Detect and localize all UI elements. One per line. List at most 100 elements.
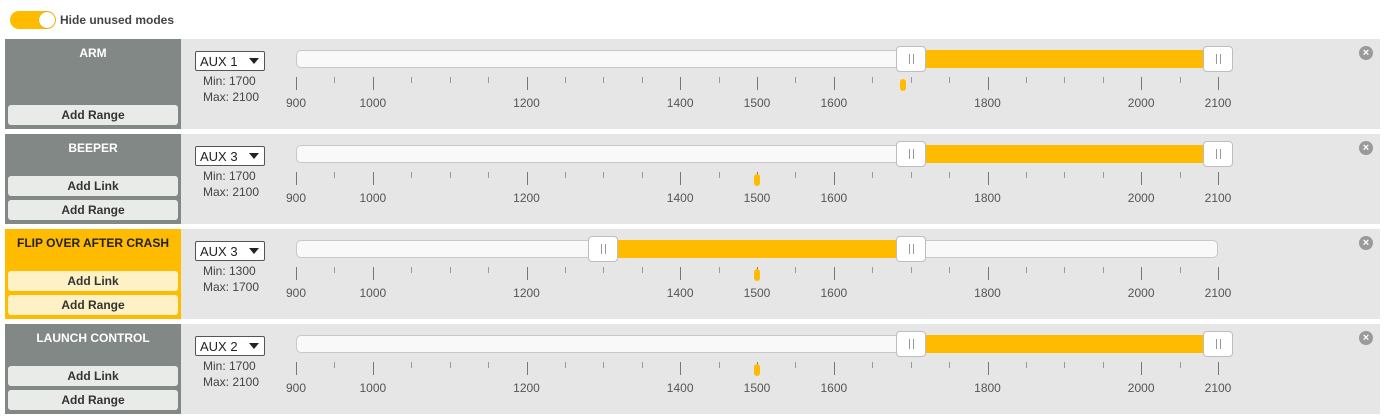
scale-minor-tick <box>603 362 605 368</box>
chevron-down-icon <box>249 343 259 349</box>
close-icon[interactable]: × <box>1359 331 1373 345</box>
aux-channel-select[interactable]: AUX 1 <box>195 51 265 71</box>
add-link-button[interactable]: Add Link <box>8 271 178 291</box>
scale-label: 1600 <box>820 191 848 205</box>
add-range-button[interactable]: Add Range <box>8 295 178 315</box>
scale-minor-tick <box>641 172 643 178</box>
mode-row: LAUNCH CONTROL Add Link Add Range AUX 2 Min:… <box>5 324 1380 414</box>
scale-minor-tick <box>1179 172 1181 178</box>
scale-minor-tick <box>910 362 912 368</box>
scale-major-tick <box>833 362 835 375</box>
scale-major-tick <box>296 77 297 90</box>
scale-major-tick <box>757 77 758 90</box>
channel-position-marker <box>754 364 760 376</box>
scale-major-tick <box>987 77 989 90</box>
scale-label: 2000 <box>1127 96 1155 110</box>
scale-minor-tick <box>872 77 874 83</box>
scale-label: 2100 <box>1204 191 1232 205</box>
scale-minor-tick <box>718 362 720 368</box>
scale-minor-tick <box>334 172 336 178</box>
scale-minor-tick <box>1102 267 1104 273</box>
scale-minor-tick <box>1025 77 1027 83</box>
range-min-handle[interactable] <box>588 236 619 262</box>
scale-major-tick <box>296 267 297 280</box>
mode-box: FLIP OVER AFTER CRASH Add Link Add Range <box>5 229 181 319</box>
scale-minor-tick <box>1064 362 1066 368</box>
close-icon[interactable]: × <box>1359 46 1373 60</box>
aux-channel-select[interactable]: AUX 2 <box>195 336 265 356</box>
range-min-handle[interactable] <box>895 46 926 72</box>
scale-minor-tick <box>1102 77 1104 83</box>
scale-major-tick <box>1218 77 1219 90</box>
add-link-button[interactable]: Add Link <box>8 366 178 386</box>
scale-minor-tick <box>564 267 566 273</box>
scale-major-tick <box>526 362 528 375</box>
scale-label: 2000 <box>1127 286 1155 300</box>
close-icon[interactable]: × <box>1359 236 1373 250</box>
range-max-handle[interactable] <box>1203 46 1233 72</box>
scale-label: 1600 <box>820 286 848 300</box>
hide-unused-modes-toggle[interactable] <box>10 11 56 29</box>
range-min-handle[interactable] <box>895 331 926 357</box>
range-max-label: Max: 1700 <box>203 280 260 294</box>
scale-minor-tick <box>411 172 413 178</box>
scale-label: 1200 <box>513 286 540 300</box>
scale-label: 1400 <box>666 191 694 205</box>
scale-minor-tick <box>564 362 566 368</box>
add-range-button[interactable]: Add Range <box>8 200 178 220</box>
range-min-max: Min: 1300 Max: 1700 <box>203 263 259 295</box>
scale-label: 2000 <box>1127 381 1155 395</box>
aux-channel-select[interactable]: AUX 3 <box>195 146 265 166</box>
range-min-handle[interactable] <box>895 141 926 167</box>
scale-minor-tick <box>641 267 643 273</box>
scale-major-tick <box>372 267 374 280</box>
scale-label: 900 <box>285 381 307 395</box>
scale-minor-tick <box>910 77 912 83</box>
channel-position-marker <box>754 269 760 281</box>
scale-label: 1000 <box>359 286 387 300</box>
toggle-knob <box>39 12 55 28</box>
scale-major-tick <box>1141 362 1143 375</box>
add-link-button[interactable]: Add Link <box>8 176 178 196</box>
scale-label: 2100 <box>1204 286 1232 300</box>
range-editor: AUX 1 Min: 1700 Max: 2100 900 1000 1200 1400 15… <box>195 39 1355 129</box>
scale-major-tick <box>680 362 682 375</box>
range-slider-fill <box>603 240 911 258</box>
mode-row: FLIP OVER AFTER CRASH Add Link Add Range AU… <box>5 229 1380 319</box>
range-max-label: Max: 2100 <box>203 375 260 389</box>
scale-minor-tick <box>1025 362 1027 368</box>
scale-label: 1800 <box>974 191 1001 205</box>
scale-major-tick <box>680 172 682 185</box>
scale-minor-tick <box>603 77 605 83</box>
scale-label: 1000 <box>359 381 387 395</box>
mode-name: LAUNCH CONTROL <box>36 331 150 345</box>
range-slider-fill <box>910 145 1218 163</box>
scale-label: 1800 <box>974 381 1001 395</box>
channel-position-marker <box>899 79 906 91</box>
scale-minor-tick <box>564 77 566 83</box>
scale-minor-tick <box>1064 172 1066 178</box>
hide-unused-modes-label: Hide unused modes <box>60 13 175 27</box>
scale-minor-tick <box>718 172 720 178</box>
range-editor: AUX 2 Min: 1700 Max: 2100 900 1000 1200 1400 15… <box>195 324 1355 414</box>
range-max-handle[interactable] <box>1203 331 1233 357</box>
scale-label: 2100 <box>1204 381 1232 395</box>
scale-minor-tick <box>449 77 451 83</box>
close-icon[interactable]: × <box>1359 141 1373 155</box>
range-slider-fill <box>910 50 1218 68</box>
range-min-max: Min: 1700 Max: 2100 <box>203 168 259 200</box>
add-range-button[interactable]: Add Range <box>8 105 178 125</box>
mode-name: BEEPER <box>68 141 118 155</box>
range-max-handle[interactable] <box>895 236 926 262</box>
scale-minor-tick <box>910 172 912 178</box>
mode-box: ARM Add Range <box>5 39 181 129</box>
scale-minor-tick <box>334 362 336 368</box>
range-max-handle[interactable] <box>1203 141 1233 167</box>
scale-major-tick <box>987 362 989 375</box>
add-range-button[interactable]: Add Range <box>8 390 178 410</box>
scale-major-tick <box>833 172 835 185</box>
scale-minor-tick <box>641 362 643 368</box>
scale-minor-tick <box>488 77 490 83</box>
scale-minor-tick <box>1025 172 1027 178</box>
aux-channel-select[interactable]: AUX 3 <box>195 241 265 261</box>
